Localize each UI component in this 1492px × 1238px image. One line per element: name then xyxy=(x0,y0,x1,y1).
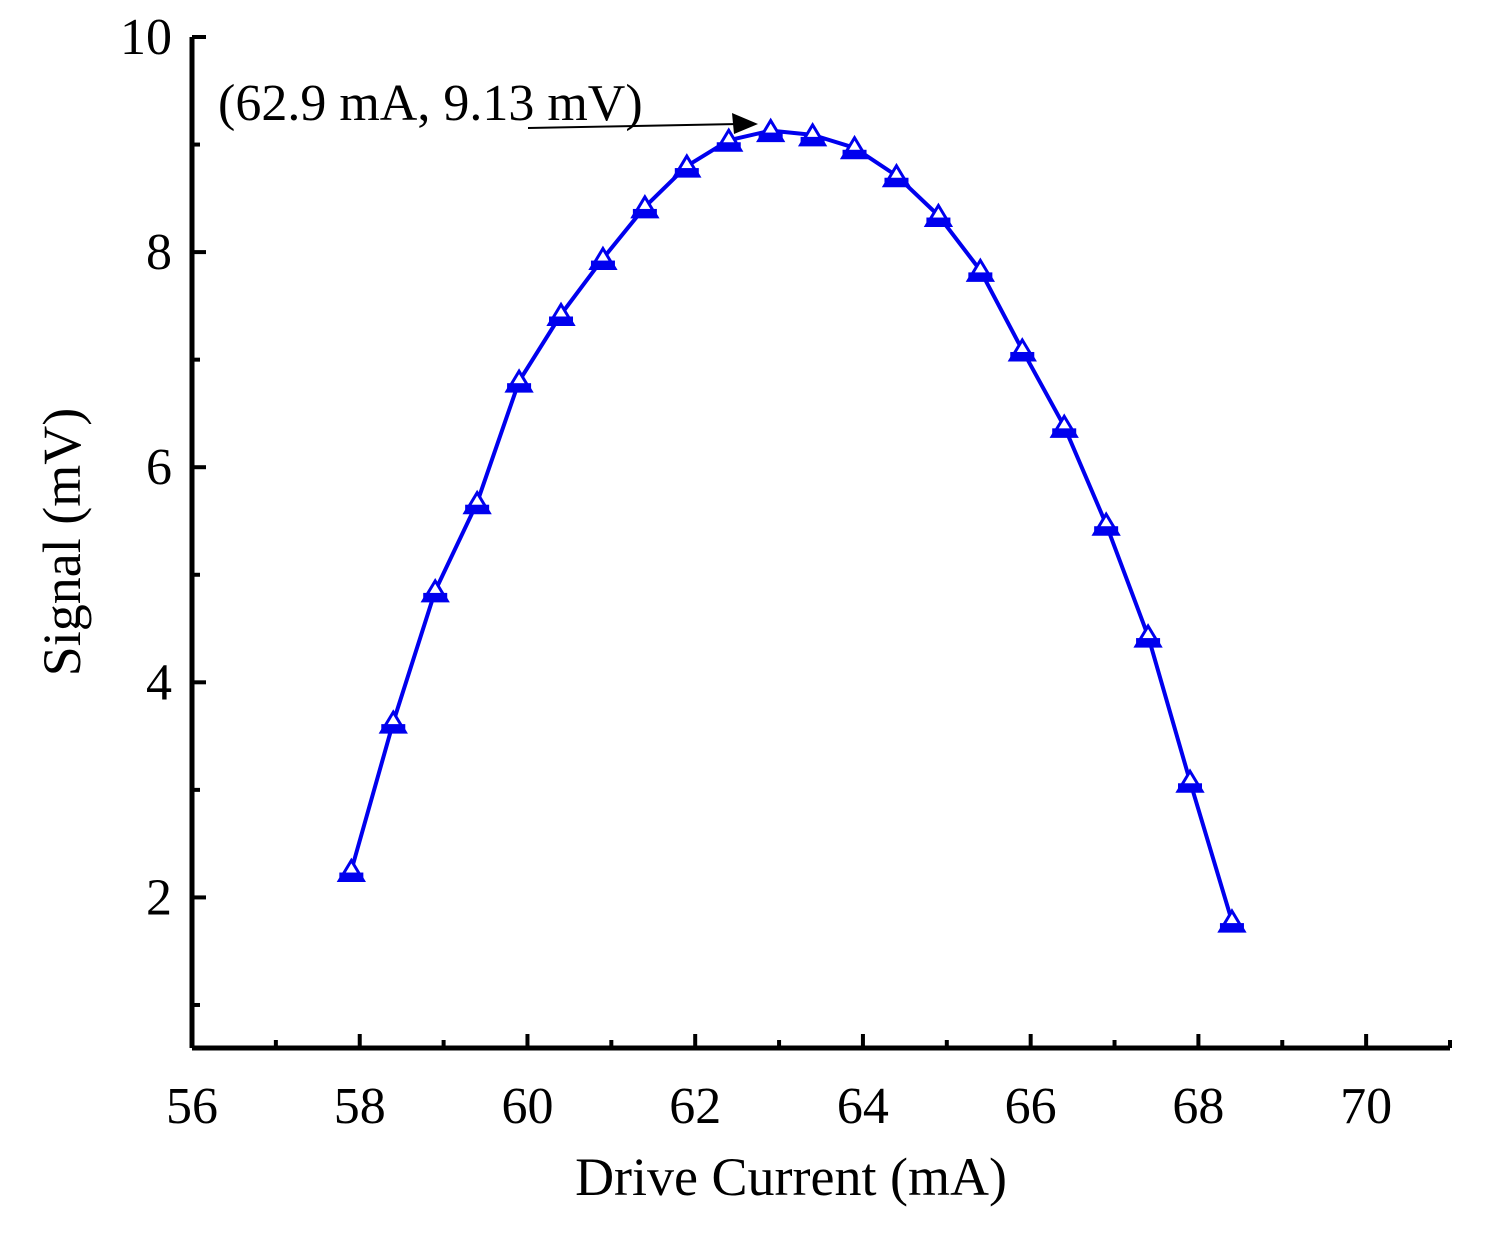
x-axis-title: Drive Current (mA) xyxy=(575,1147,1007,1207)
marker-fill xyxy=(339,872,364,881)
marker-fill xyxy=(758,132,783,141)
marker-fill xyxy=(1178,783,1203,792)
y-tick-label: 8 xyxy=(146,224,172,281)
x-tick-label: 58 xyxy=(334,1078,386,1135)
series-line xyxy=(349,128,1234,922)
annotation-label: (62.9 mA, 9.13 mV) xyxy=(218,75,643,132)
data-point xyxy=(546,301,576,326)
marker-fill xyxy=(674,168,699,177)
marker-fill xyxy=(800,136,825,145)
ticks xyxy=(190,35,1452,1048)
marker-fill xyxy=(632,208,657,217)
data-point xyxy=(630,194,660,219)
data-point xyxy=(965,257,995,282)
x-tick-label: 68 xyxy=(1172,1078,1224,1135)
marker-fill xyxy=(884,177,909,186)
x-tick-label: 64 xyxy=(837,1078,889,1135)
y-tick-label: 10 xyxy=(120,9,172,66)
marker-fill xyxy=(1219,923,1244,932)
annotation-arrowhead xyxy=(732,113,758,134)
y-tick-label: 2 xyxy=(146,869,172,926)
marker-fill xyxy=(465,504,490,513)
data-point xyxy=(1217,908,1247,933)
data-point xyxy=(797,121,828,147)
data-point xyxy=(672,153,702,178)
marker-fill xyxy=(842,149,867,158)
data-point xyxy=(1007,337,1037,362)
marker-fill xyxy=(423,592,448,601)
y-tick-label: 4 xyxy=(146,654,172,711)
data-point xyxy=(1049,413,1079,438)
marker-fill xyxy=(590,260,615,269)
marker-fill xyxy=(507,383,532,392)
data-point xyxy=(462,489,492,515)
x-tick-label: 56 xyxy=(166,1078,218,1135)
marker-fill xyxy=(1052,428,1077,437)
marker-fill xyxy=(968,272,993,281)
marker-fill xyxy=(549,316,574,325)
data-point xyxy=(839,134,870,160)
data-point xyxy=(1133,623,1163,648)
data-point xyxy=(881,162,912,188)
marker-fill xyxy=(716,142,741,151)
data-point xyxy=(336,857,366,883)
x-tick-label: 70 xyxy=(1340,1078,1392,1135)
x-tick-label: 62 xyxy=(669,1078,721,1135)
data-point xyxy=(504,368,534,393)
data-point xyxy=(756,117,786,143)
marker-fill xyxy=(1010,351,1035,360)
y-tick-label: 6 xyxy=(146,439,172,496)
data-point xyxy=(1091,511,1121,536)
marker-fill xyxy=(381,724,406,733)
series-layer xyxy=(336,117,1247,933)
annotation-layer: (62.9 mA, 9.13 mV) xyxy=(218,75,758,134)
data-point xyxy=(923,202,954,228)
y-axis-title: Signal (mV) xyxy=(32,408,92,676)
data-point xyxy=(588,245,618,271)
x-tick-label: 66 xyxy=(1005,1078,1057,1135)
data-point xyxy=(378,709,408,734)
marker-fill xyxy=(1094,526,1119,535)
data-point xyxy=(714,127,744,152)
annotation-arrow-line xyxy=(527,123,739,129)
axes xyxy=(189,37,1450,1051)
data-point xyxy=(420,577,450,603)
marker-fill xyxy=(1136,638,1161,647)
x-tick-label: 60 xyxy=(501,1078,553,1135)
marker-fill xyxy=(926,217,951,226)
data-point xyxy=(1175,768,1205,793)
